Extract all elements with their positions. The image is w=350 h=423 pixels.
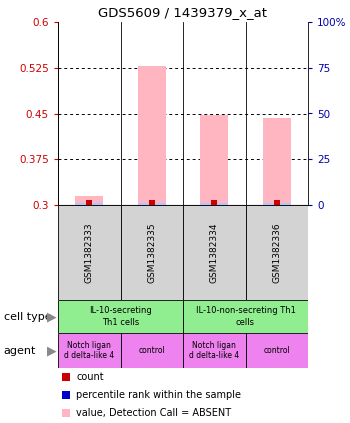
Bar bbox=[263, 203, 291, 205]
Text: Notch ligan
d delta-like 4: Notch ligan d delta-like 4 bbox=[189, 341, 239, 360]
Text: IL-10-secreting
Th1 cells: IL-10-secreting Th1 cells bbox=[89, 306, 152, 327]
Bar bbox=[138, 66, 166, 205]
Text: percentile rank within the sample: percentile rank within the sample bbox=[77, 390, 242, 400]
Bar bbox=[263, 118, 291, 205]
Text: Notch ligan
d delta-like 4: Notch ligan d delta-like 4 bbox=[64, 341, 114, 360]
Bar bbox=[120, 205, 183, 300]
Bar bbox=[274, 200, 280, 205]
Bar bbox=[86, 200, 92, 205]
Bar bbox=[58, 300, 183, 333]
Bar bbox=[183, 205, 245, 300]
Text: agent: agent bbox=[4, 346, 36, 355]
Text: control: control bbox=[263, 346, 290, 355]
Bar bbox=[245, 205, 308, 300]
Text: GSM1382334: GSM1382334 bbox=[210, 222, 219, 283]
Title: GDS5609 / 1439379_x_at: GDS5609 / 1439379_x_at bbox=[98, 6, 267, 19]
Text: ▶: ▶ bbox=[47, 344, 57, 357]
Bar bbox=[120, 333, 183, 368]
Text: GSM1382336: GSM1382336 bbox=[272, 222, 281, 283]
Bar bbox=[58, 205, 120, 300]
Text: GSM1382333: GSM1382333 bbox=[85, 222, 94, 283]
Bar bbox=[200, 115, 228, 205]
Bar bbox=[138, 203, 166, 205]
Text: control: control bbox=[138, 346, 165, 355]
Bar bbox=[75, 196, 103, 205]
Bar bbox=[149, 200, 155, 205]
Text: cell type: cell type bbox=[4, 311, 51, 321]
Bar bbox=[183, 333, 245, 368]
Bar bbox=[58, 333, 120, 368]
Bar bbox=[75, 203, 103, 205]
Bar bbox=[211, 200, 217, 205]
Text: IL-10-non-secreting Th1
cells: IL-10-non-secreting Th1 cells bbox=[196, 306, 295, 327]
Text: value, Detection Call = ABSENT: value, Detection Call = ABSENT bbox=[77, 408, 232, 418]
Bar bbox=[200, 203, 228, 205]
Text: ▶: ▶ bbox=[47, 310, 57, 323]
Text: GSM1382335: GSM1382335 bbox=[147, 222, 156, 283]
Bar bbox=[245, 333, 308, 368]
Text: count: count bbox=[77, 372, 104, 382]
Bar bbox=[183, 300, 308, 333]
